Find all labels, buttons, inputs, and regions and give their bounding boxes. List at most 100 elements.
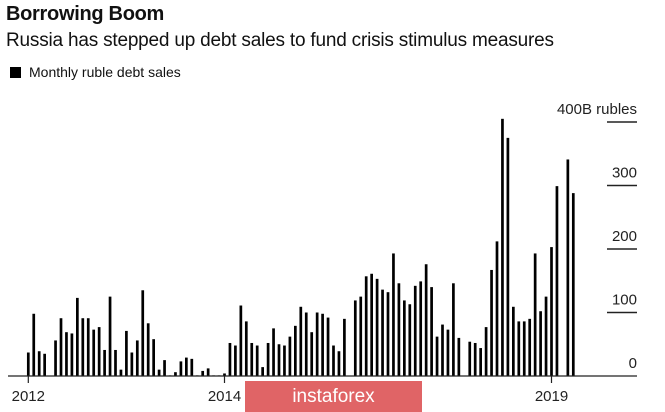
bar bbox=[228, 342, 232, 376]
bar bbox=[174, 372, 177, 376]
bar bbox=[43, 353, 46, 376]
bar bbox=[468, 341, 472, 376]
bar bbox=[54, 340, 57, 376]
bar bbox=[272, 328, 275, 376]
bar bbox=[310, 332, 314, 376]
bar bbox=[201, 370, 205, 376]
bar bbox=[413, 285, 417, 376]
bar bbox=[539, 311, 542, 376]
bar bbox=[190, 358, 194, 376]
bar bbox=[163, 360, 166, 376]
bar bbox=[70, 333, 74, 376]
bar bbox=[266, 342, 270, 376]
watermark: instaforex bbox=[245, 381, 422, 412]
bar bbox=[206, 368, 210, 376]
bar bbox=[32, 313, 36, 376]
bar bbox=[370, 273, 373, 376]
bar bbox=[419, 281, 423, 376]
y-tick-label: 200 bbox=[612, 228, 637, 245]
bar bbox=[277, 344, 281, 376]
bar bbox=[244, 321, 248, 376]
bar bbox=[408, 304, 412, 376]
bar bbox=[92, 329, 96, 376]
bar bbox=[506, 137, 510, 376]
bar bbox=[353, 300, 357, 376]
bar bbox=[283, 345, 286, 376]
y-tick-label: 300 bbox=[612, 165, 637, 182]
bar bbox=[364, 276, 368, 376]
bar bbox=[157, 369, 161, 376]
bar bbox=[97, 327, 101, 376]
bar bbox=[255, 345, 259, 376]
x-tick-label: 2019 bbox=[535, 388, 568, 405]
bar bbox=[571, 193, 575, 376]
bar bbox=[473, 342, 477, 376]
bar bbox=[332, 345, 335, 376]
bar bbox=[566, 159, 570, 376]
bar bbox=[114, 349, 117, 376]
legend-swatch bbox=[10, 66, 21, 78]
bar bbox=[544, 296, 548, 376]
bar bbox=[326, 317, 330, 376]
bar bbox=[479, 348, 482, 376]
bar bbox=[403, 300, 406, 376]
bar bbox=[550, 247, 553, 376]
bar bbox=[392, 253, 395, 376]
bar bbox=[435, 336, 439, 376]
legend: Monthly ruble debt sales bbox=[10, 64, 181, 80]
bar bbox=[152, 339, 155, 376]
bar bbox=[343, 318, 346, 376]
bar bbox=[81, 318, 85, 376]
bar bbox=[223, 373, 226, 376]
bar bbox=[446, 329, 450, 376]
bar bbox=[135, 340, 139, 376]
bar bbox=[141, 290, 145, 376]
bar bbox=[26, 352, 30, 376]
bar bbox=[359, 296, 363, 376]
bar bbox=[528, 318, 532, 376]
bar bbox=[381, 289, 384, 376]
y-tick-label: 100 bbox=[612, 292, 637, 309]
bar bbox=[441, 324, 444, 376]
chart-title: Borrowing Boom bbox=[6, 3, 165, 25]
legend-label: Monthly ruble debt sales bbox=[29, 64, 181, 80]
y-tick-label: 0 bbox=[629, 355, 637, 372]
bar bbox=[108, 296, 112, 376]
bar bbox=[146, 323, 150, 376]
bar bbox=[501, 118, 504, 376]
bar bbox=[76, 297, 79, 376]
bar bbox=[185, 357, 188, 376]
bar bbox=[495, 241, 499, 376]
bar bbox=[452, 283, 455, 376]
bar bbox=[179, 361, 183, 376]
bar bbox=[386, 292, 390, 376]
bar bbox=[315, 312, 319, 376]
x-tick-label: 2012 bbox=[12, 388, 45, 405]
bar bbox=[59, 318, 63, 376]
bar bbox=[555, 186, 559, 376]
bar bbox=[397, 283, 401, 376]
bar bbox=[517, 321, 521, 376]
bar bbox=[299, 306, 303, 376]
bar bbox=[430, 287, 433, 376]
chart-subtitle: Russia has stepped up debt sales to fund… bbox=[6, 30, 554, 51]
bar bbox=[103, 349, 106, 376]
bar bbox=[119, 369, 123, 376]
bar bbox=[304, 312, 308, 376]
bar bbox=[490, 269, 493, 376]
bar bbox=[234, 345, 237, 376]
bar bbox=[65, 332, 68, 376]
bar bbox=[239, 305, 243, 376]
bar bbox=[294, 325, 297, 376]
bar bbox=[457, 337, 461, 376]
bar bbox=[337, 351, 341, 376]
bar bbox=[86, 318, 90, 376]
bar bbox=[522, 321, 526, 376]
bar bbox=[37, 351, 41, 376]
y-tick-label: 400B rubles bbox=[557, 101, 637, 118]
bar bbox=[321, 313, 324, 376]
bar bbox=[261, 367, 264, 376]
bar bbox=[250, 342, 254, 376]
bar bbox=[512, 306, 515, 376]
